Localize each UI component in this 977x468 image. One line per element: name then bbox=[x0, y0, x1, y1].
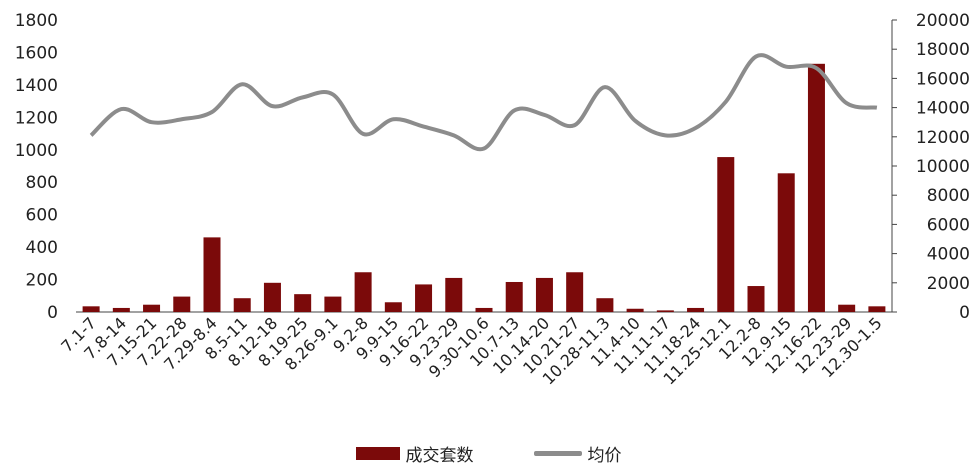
series-line bbox=[89, 53, 878, 152]
bar bbox=[112, 307, 130, 312]
y-right-tick-label: 14000 bbox=[916, 99, 970, 119]
bar bbox=[566, 272, 584, 312]
y-left-tick-label: 1800 bbox=[15, 11, 58, 31]
bar bbox=[203, 237, 221, 312]
bar bbox=[143, 304, 161, 312]
bar bbox=[415, 284, 433, 312]
bar bbox=[656, 310, 674, 312]
y-right-tick-label: 4000 bbox=[927, 245, 970, 265]
bar bbox=[747, 286, 765, 312]
y-left-tick-label: 1200 bbox=[15, 108, 58, 128]
legend-item-bar: 成交套数 bbox=[355, 441, 474, 466]
y-right-tick-label: 2000 bbox=[927, 274, 970, 294]
bar bbox=[626, 308, 644, 312]
y-left-tick-label: 1600 bbox=[15, 43, 58, 63]
y-left-tick-label: 400 bbox=[26, 238, 58, 258]
y-right-tick-label: 8000 bbox=[927, 186, 970, 206]
bar bbox=[354, 272, 372, 312]
bar bbox=[324, 296, 342, 312]
chart: 0200400600800100012001400160018000200040… bbox=[15, 11, 970, 388]
y-right-tick-label: 0 bbox=[959, 303, 970, 323]
y-right-tick-label: 10000 bbox=[916, 157, 970, 177]
bar bbox=[233, 298, 251, 312]
legend: 成交套数 均价 bbox=[0, 438, 977, 468]
y-left-tick-label: 200 bbox=[26, 271, 58, 291]
bar bbox=[838, 304, 856, 312]
y-right-tick-label: 16000 bbox=[916, 69, 970, 89]
y-right-tick-label: 20000 bbox=[916, 11, 970, 31]
y-left-tick-label: 600 bbox=[26, 206, 58, 226]
y-right-tick-label: 6000 bbox=[927, 215, 970, 235]
bar bbox=[687, 307, 705, 312]
y-left-tick-label: 0 bbox=[47, 303, 58, 323]
bar bbox=[807, 63, 825, 312]
legend-label-line: 均价 bbox=[587, 445, 622, 466]
y-right-tick-label: 18000 bbox=[916, 40, 970, 60]
bar bbox=[173, 296, 191, 312]
bar bbox=[505, 281, 523, 312]
y-right-tick-label: 12000 bbox=[916, 128, 970, 148]
legend-swatch-line bbox=[533, 450, 582, 456]
bar bbox=[263, 282, 281, 312]
legend-swatch-bar bbox=[355, 446, 400, 460]
bar bbox=[445, 277, 463, 312]
bar bbox=[294, 294, 312, 312]
bar bbox=[868, 306, 886, 312]
bar bbox=[475, 307, 493, 312]
bar bbox=[384, 302, 402, 312]
bar bbox=[777, 173, 795, 312]
bar bbox=[82, 306, 100, 312]
bar bbox=[535, 277, 553, 312]
bar bbox=[596, 298, 614, 312]
y-left-tick-label: 800 bbox=[26, 173, 58, 193]
y-left-tick-label: 1000 bbox=[15, 141, 58, 161]
legend-item-line: 均价 bbox=[533, 441, 622, 466]
legend-label-bar: 成交套数 bbox=[405, 445, 474, 466]
bar bbox=[717, 157, 735, 312]
y-left-tick-label: 1400 bbox=[15, 76, 58, 96]
